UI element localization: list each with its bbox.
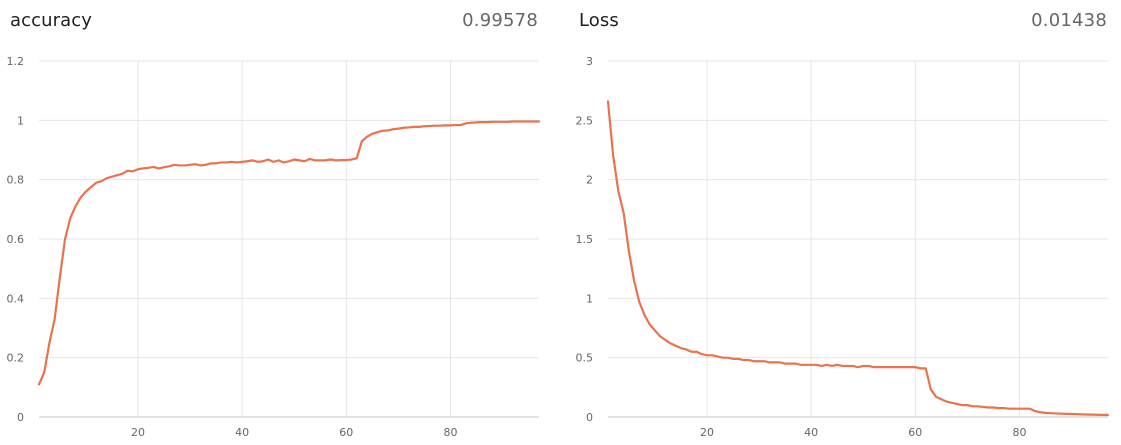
- latest-value: 0.99578: [462, 10, 538, 31]
- x-tick-label: 40: [804, 426, 818, 439]
- latest-value: 0.01438: [1031, 10, 1107, 31]
- y-tick-label: 0.2: [7, 352, 25, 365]
- chart-title: Loss: [579, 10, 619, 31]
- y-tick-label: 0.8: [7, 174, 25, 187]
- x-tick-label: 80: [443, 426, 457, 439]
- y-tick-label: 0.4: [7, 292, 25, 305]
- series-line: [606, 100, 1110, 417]
- x-tick-label: 60: [339, 426, 353, 439]
- y-tick-label: 0: [17, 411, 24, 424]
- x-tick-label: 20: [131, 426, 145, 439]
- y-tick-label: 1: [17, 114, 24, 127]
- y-tick-label: 2: [586, 174, 593, 187]
- x-tick-label: 20: [700, 426, 714, 439]
- accuracy-chart: 0 0.2 0.4 0.6 0.8 1 1.2 20 40 60 80: [7, 55, 541, 439]
- chart-title: accuracy: [10, 10, 93, 31]
- y-tick-label: 3: [586, 55, 593, 68]
- y-tick-label: 2.5: [576, 114, 594, 127]
- y-tick-label: 0.6: [7, 233, 25, 246]
- loss-chart: 0 0.5 1 1.5 2 2.5 3 20 40 60 80: [576, 55, 1110, 439]
- series-line: [37, 120, 541, 386]
- y-tick-label: 1.2: [7, 55, 25, 68]
- x-tick-label: 60: [908, 426, 922, 439]
- x-tick-label: 40: [235, 426, 249, 439]
- y-tick-label: 0.5: [576, 352, 594, 365]
- y-tick-label: 1: [586, 292, 593, 305]
- x-tick-label: 80: [1012, 426, 1026, 439]
- accuracy-panel: accuracy 0.99578 0 0.2 0.4 0.6 0.8 1 1.2 20 40 60…: [0, 0, 550, 445]
- y-tick-label: 0: [586, 411, 593, 424]
- y-tick-label: 1.5: [576, 233, 594, 246]
- loss-panel: Loss 0.01438 0 0.5 1 1.5 2 2.5 3 20 40 60 80: [569, 0, 1119, 445]
